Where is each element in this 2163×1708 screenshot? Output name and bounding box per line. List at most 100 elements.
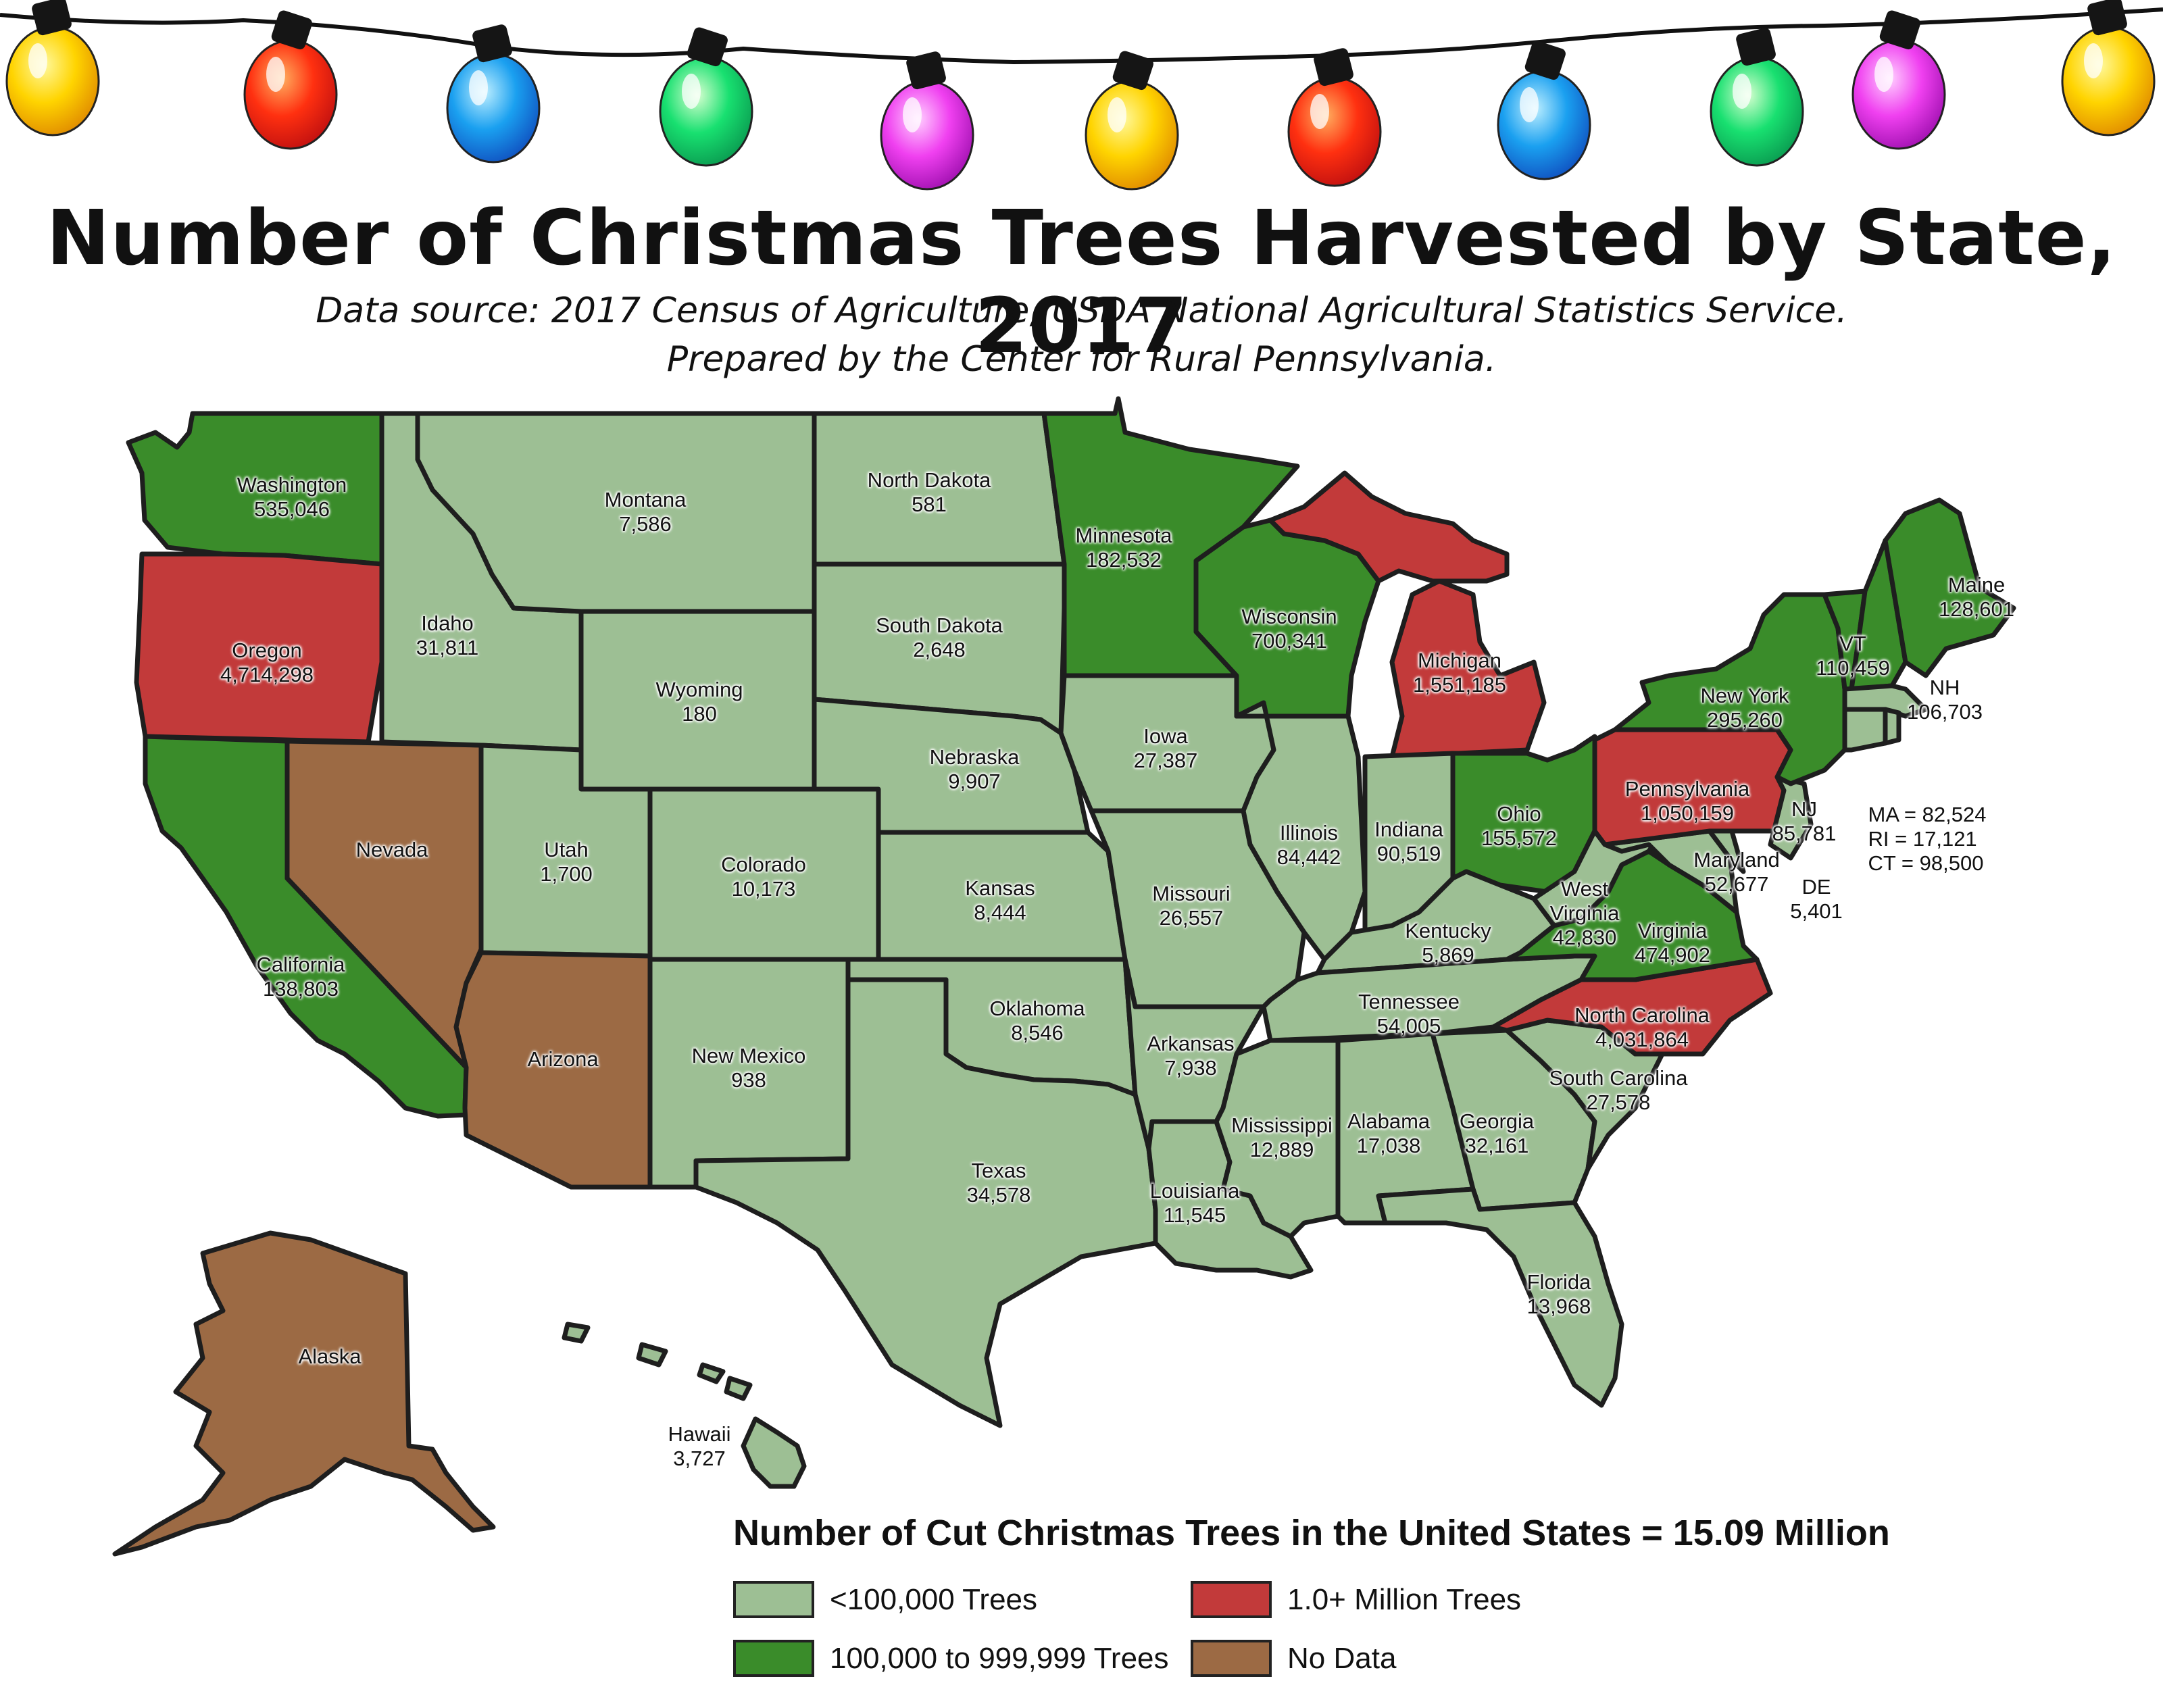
label-kentucky: Kentucky 5,869 <box>1405 919 1491 968</box>
label-montana-value: 7,586 <box>619 512 672 536</box>
label-new-mexico-name: New Mexico <box>691 1044 806 1068</box>
label-new-jersey: NJ 85,781 <box>1772 797 1837 846</box>
label-south-carolina-value: 27,578 <box>1586 1090 1651 1114</box>
label-arkansas: Arkansas 7,938 <box>1147 1032 1234 1080</box>
label-ohio-name: Ohio <box>1497 802 1541 826</box>
label-north-carolina: North Carolina 4,031,864 <box>1574 1003 1710 1052</box>
legend-swatch-low <box>733 1581 814 1618</box>
label-mississippi-value: 12,889 <box>1249 1138 1314 1161</box>
label-new-jersey-name: NJ <box>1791 797 1817 821</box>
legend-swatch-nodata <box>1191 1640 1272 1677</box>
label-alabama-value: 17,038 <box>1356 1134 1421 1157</box>
light-bulb-yellow-icon <box>5 0 100 136</box>
label-idaho: Idaho 31,811 <box>416 611 479 660</box>
label-wisconsin-value: 700,341 <box>1251 629 1328 653</box>
label-ne-small-states: MA = 82,524 RI = 17,121 CT = 98,500 <box>1868 803 1987 876</box>
state-oregon[interactable] <box>134 551 384 745</box>
label-kansas: Kansas 8,444 <box>965 876 1035 925</box>
label-missouri-value: 26,557 <box>1159 906 1224 930</box>
state-maine[interactable] <box>1883 497 2016 678</box>
state-alaska[interactable] <box>112 1230 496 1557</box>
label-vermont-name: VT <box>1839 632 1866 655</box>
label-utah-name: Utah <box>544 838 589 861</box>
state-connecticut[interactable] <box>1842 707 1888 753</box>
label-oklahoma: Oklahoma 8,546 <box>989 997 1085 1045</box>
state-michigan[interactable] <box>1268 470 1547 759</box>
label-arkansas-value: 7,938 <box>1164 1056 1217 1080</box>
label-california: California 138,803 <box>257 953 345 1001</box>
label-delaware-name: DE <box>1801 875 1831 899</box>
light-bulb-blue-icon <box>446 24 541 164</box>
data-source-line: Data source: 2017 Census of Agriculture,… <box>316 291 1847 331</box>
label-new-hampshire-name: NH <box>1929 676 1960 699</box>
label-south-carolina-name: South Carolina <box>1549 1066 1688 1090</box>
label-west-virginia: West Virginia 42,830 <box>1549 877 1620 949</box>
label-north-dakota: North Dakota 581 <box>868 468 991 517</box>
label-new-mexico-value: 938 <box>731 1068 766 1092</box>
label-missouri: Missouri 26,557 <box>1152 882 1230 930</box>
legend-swatch-mid <box>733 1640 814 1677</box>
label-california-name: California <box>256 953 345 976</box>
label-tennessee-name: Tennessee <box>1358 990 1460 1013</box>
label-hawaii: Hawaii 3,727 <box>668 1422 730 1471</box>
label-georgia: Georgia 32,161 <box>1460 1109 1534 1158</box>
label-kansas-value: 8,444 <box>974 901 1026 924</box>
christmas-lights-decoration <box>0 0 2163 191</box>
label-florida-name: Florida <box>1526 1270 1591 1294</box>
label-new-hampshire: NH 106,703 <box>1907 676 1983 724</box>
label-south-dakota: South Dakota 2,648 <box>876 613 1003 662</box>
label-hawaii-value: 3,727 <box>673 1447 726 1470</box>
light-bulb-green-icon <box>1710 28 1804 167</box>
label-minnesota-value: 182,532 <box>1085 548 1162 572</box>
label-louisiana-value: 11,545 <box>1163 1203 1226 1227</box>
label-illinois-name: Illinois <box>1279 821 1339 845</box>
state-new-jersey[interactable] <box>1768 774 1814 861</box>
state-rhode-island[interactable] <box>1883 707 1901 746</box>
state-florida[interactable] <box>1376 1186 1624 1408</box>
label-alabama: Alabama 17,038 <box>1347 1109 1430 1158</box>
label-alaska-name: Alaska <box>298 1345 362 1368</box>
label-oregon-name: Oregon <box>232 638 302 662</box>
legend-label-mid: 100,000 to 999,999 Trees <box>830 1642 1169 1675</box>
label-montana: Montana 7,586 <box>605 488 687 536</box>
state-texas[interactable] <box>693 977 1158 1428</box>
label-pennsylvania-value: 1,050,159 <box>1641 801 1734 825</box>
label-ohio-value: 155,572 <box>1481 826 1558 850</box>
label-virginia-name: Virginia <box>1637 919 1708 943</box>
label-virginia-value: 474,902 <box>1634 943 1711 967</box>
label-louisiana-name: Louisiana <box>1149 1179 1240 1203</box>
label-idaho-name: Idaho <box>421 611 474 635</box>
label-washington: Washington 535,046 <box>237 473 347 522</box>
label-wyoming: Wyoming 180 <box>656 678 743 726</box>
label-arizona: Arizona <box>527 1047 598 1072</box>
label-minnesota: Minnesota 182,532 <box>1075 524 1172 572</box>
state-illinois[interactable] <box>1234 700 1368 962</box>
label-maine: Maine 128,601 <box>1939 573 2014 622</box>
label-rhode-island: RI = 17,121 <box>1868 827 1977 851</box>
label-connecticut: CT = 98,500 <box>1868 851 1984 875</box>
label-south-dakota-value: 2,648 <box>913 638 966 661</box>
label-vermont-value: 110,459 <box>1816 656 1890 680</box>
label-pennsylvania: Pennsylvania 1,050,159 <box>1625 777 1749 826</box>
light-bulb-blue-icon <box>1497 41 1591 180</box>
label-delaware: DE 5,401 <box>1790 875 1843 924</box>
label-new-york-value: 295,260 <box>1706 708 1783 732</box>
label-indiana-name: Indiana <box>1374 818 1443 841</box>
state-nebraska[interactable] <box>812 697 1091 835</box>
label-wyoming-value: 180 <box>682 702 717 726</box>
label-colorado-name: Colorado <box>721 853 806 876</box>
light-bulb-red-icon <box>1287 48 1382 187</box>
label-alaska: Alaska <box>298 1345 361 1369</box>
label-new-york-name: New York <box>1700 684 1789 707</box>
label-minnesota-name: Minnesota <box>1075 524 1172 547</box>
label-florida: Florida 13,968 <box>1527 1270 1591 1319</box>
state-hawaii[interactable] <box>562 1322 807 1489</box>
label-alabama-name: Alabama <box>1347 1109 1431 1133</box>
label-georgia-value: 32,161 <box>1464 1134 1529 1157</box>
label-oklahoma-value: 8,546 <box>1011 1021 1064 1045</box>
label-hawaii-name: Hawaii <box>668 1422 731 1446</box>
label-maryland: Maryland 52,677 <box>1693 848 1780 897</box>
label-mississippi-name: Mississippi <box>1231 1113 1333 1137</box>
label-illinois-value: 84,442 <box>1276 845 1341 869</box>
legend-swatch-high <box>1191 1581 1272 1618</box>
